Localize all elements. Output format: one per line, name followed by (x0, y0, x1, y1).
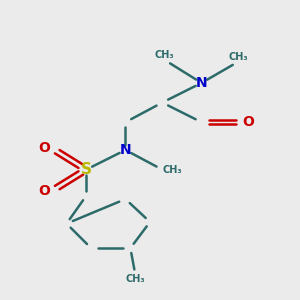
Text: O: O (39, 141, 50, 155)
Text: CH₃: CH₃ (162, 165, 182, 175)
Text: CH₃: CH₃ (125, 274, 145, 284)
Text: CH₃: CH₃ (155, 50, 175, 60)
Text: S: S (81, 162, 92, 177)
Text: N: N (120, 143, 131, 157)
Text: CH₃: CH₃ (229, 52, 248, 62)
Text: N: N (196, 76, 207, 90)
Text: O: O (242, 115, 254, 129)
Text: O: O (39, 184, 50, 198)
